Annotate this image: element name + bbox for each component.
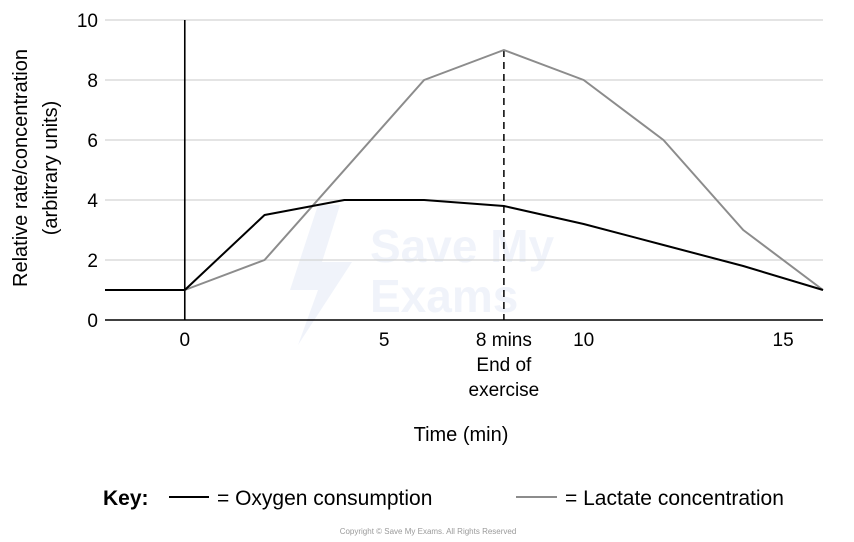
legend-label-oxygen: = Oxygen consumption bbox=[217, 487, 432, 510]
legend-label-lactate: = Lactate concentration bbox=[565, 487, 784, 510]
x-axis-title: Time (min) bbox=[414, 424, 509, 446]
y-tick-label-10: 10 bbox=[77, 11, 98, 32]
x-tick-label-0: 0 bbox=[179, 330, 190, 351]
y-tick-label-8: 8 bbox=[87, 71, 98, 92]
watermark-line2: Exams bbox=[370, 270, 518, 322]
watermark: Save My Exams bbox=[290, 205, 555, 345]
x-tick-label-5: 5 bbox=[379, 330, 390, 351]
y-tick-label-4: 4 bbox=[87, 191, 98, 212]
axes bbox=[105, 20, 823, 321]
y-axis-title-line-1: Relative rate/concentration bbox=[10, 49, 32, 287]
series-line-oxygen-consumption bbox=[105, 199, 824, 291]
watermark-bolt-icon bbox=[290, 205, 352, 345]
annotation-line-2: End of bbox=[476, 355, 532, 376]
series-lines bbox=[105, 49, 824, 291]
y-tick-label-2: 2 bbox=[87, 251, 98, 272]
watermark-line1: Save My bbox=[370, 220, 555, 272]
series-line-lactate-concentration bbox=[105, 49, 824, 291]
copyright-notice: Copyright © Save My Exams. All Rights Re… bbox=[340, 527, 517, 536]
annotation-line-3: exercise bbox=[469, 380, 540, 401]
legend-title: Key: bbox=[103, 487, 149, 510]
x-tick-label-15: 15 bbox=[773, 330, 794, 351]
x-tick-labels: 0 5 10 15 bbox=[179, 330, 793, 351]
y-tick-label-0: 0 bbox=[87, 311, 98, 332]
grid bbox=[105, 19, 823, 261]
legend: Key: = Oxygen consumption = Lactate conc… bbox=[103, 487, 784, 510]
y-tick-label-6: 6 bbox=[87, 131, 98, 152]
annotation-line-1: 8 mins bbox=[476, 330, 532, 351]
y-tick-labels: 0 2 4 6 8 10 bbox=[77, 11, 99, 332]
x-tick-label-10: 10 bbox=[573, 330, 594, 351]
y-axis-title-line-2: (arbitrary units) bbox=[40, 101, 62, 235]
